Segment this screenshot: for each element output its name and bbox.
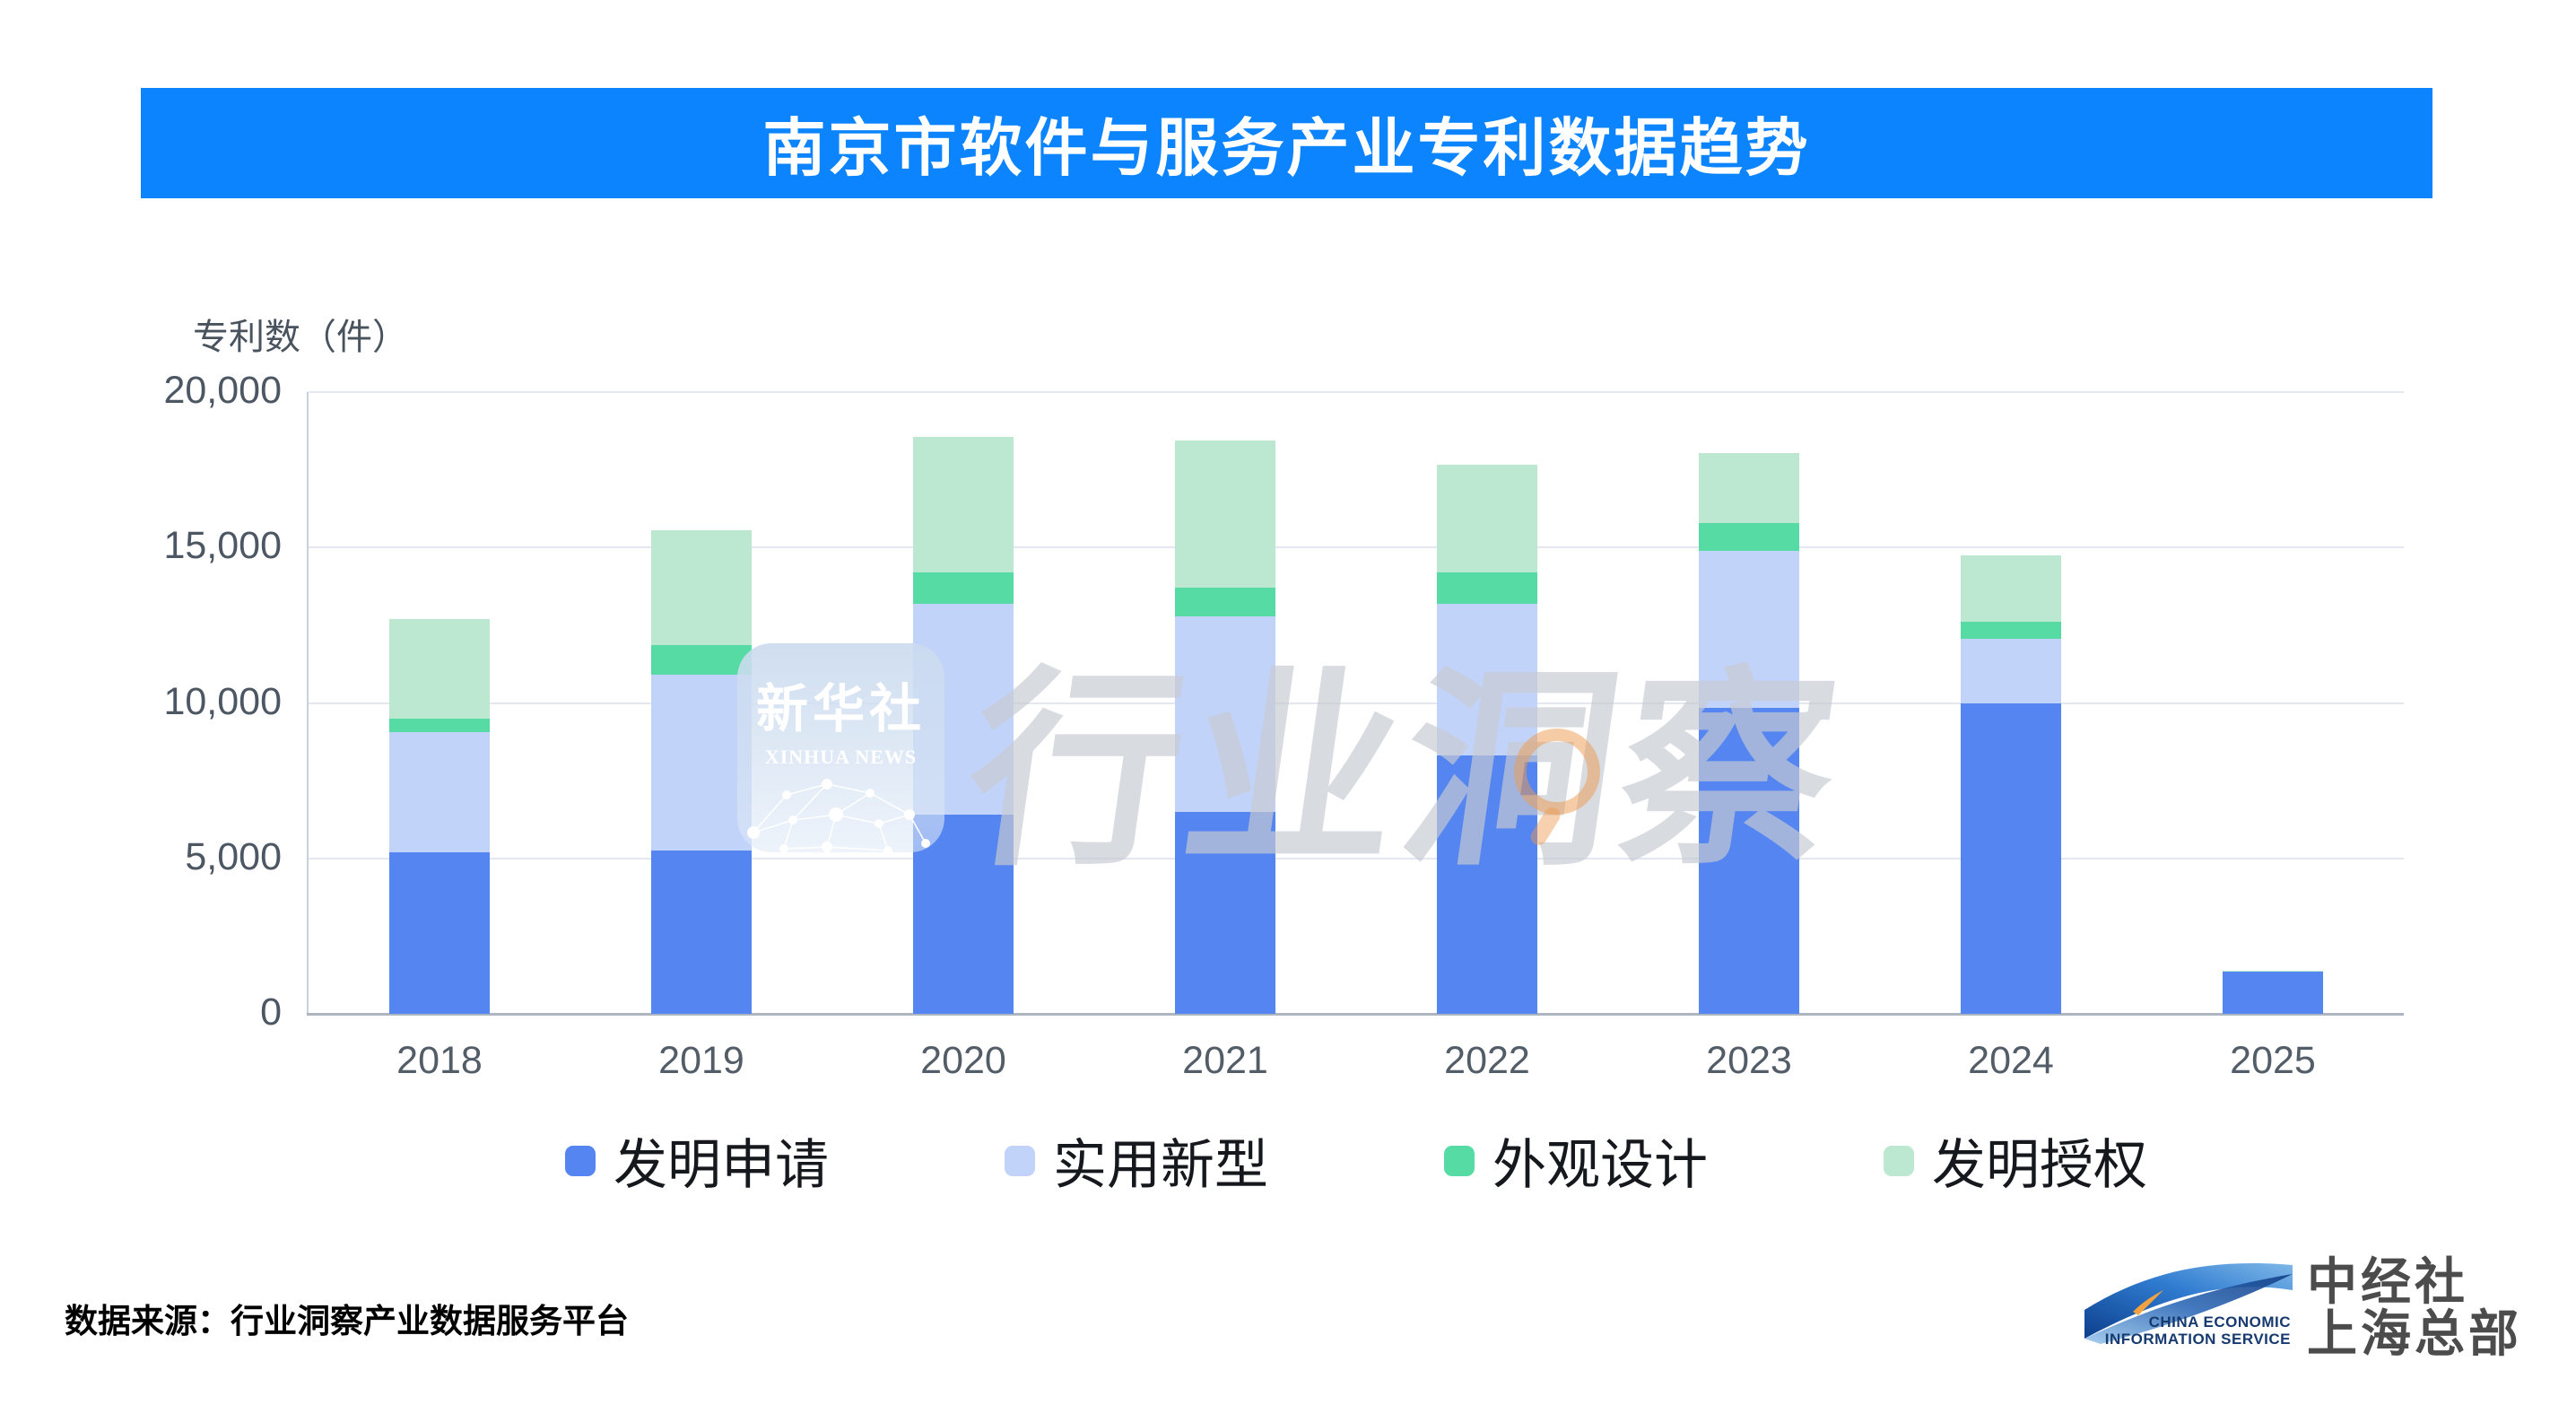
legend-label-实用新型: 实用新型 (1053, 1135, 1268, 1195)
bar-segment-发明申请-2021 (1175, 811, 1275, 1014)
x-axis-baseline (307, 1013, 2404, 1016)
gridline-10000 (309, 702, 2404, 704)
page-title: 南京市软件与服务产业专利数据趋势 (762, 113, 1811, 183)
xinhua-watermark-box: 新华社 XINHUA NEWS (737, 643, 944, 852)
bar-stack-2019 (651, 530, 752, 1014)
ceis-cn-line1: 中经社 (2307, 1253, 2468, 1310)
y-tick-label-10,000: 10,000 (163, 679, 282, 723)
bar-segment-外观设计-2022 (1437, 572, 1537, 604)
y-tick-label-20,000: 20,000 (163, 369, 282, 412)
bar-segment-外观设计-2018 (389, 718, 490, 733)
gridline-20000 (309, 391, 2404, 393)
ceis-cn-line2: 上海总部 (2307, 1305, 2522, 1362)
gridline-5000 (309, 857, 2404, 860)
bar-segment-外观设计-2023 (1699, 522, 1799, 551)
x-tick-label-2019: 2019 (658, 1039, 744, 1082)
bar-segment-发明授权-2018 (389, 618, 490, 719)
chart-plot-area (307, 391, 2404, 1016)
legend-swatch-实用新型 (1005, 1145, 1035, 1176)
legend-label-外观设计: 外观设计 (1493, 1135, 1708, 1195)
bar-segment-发明申请-2025 (2223, 972, 2323, 1014)
x-tick-label-2018: 2018 (396, 1039, 483, 1082)
bar-segment-实用新型-2021 (1175, 615, 1275, 812)
title-banner: 南京市软件与服务产业专利数据趋势 (141, 88, 2432, 198)
x-tick-label-2022: 2022 (1444, 1039, 1530, 1082)
ceis-logo: CHINA ECONOMIC INFORMATION SERVICE 中经社 上… (2083, 1256, 2522, 1360)
legend-label-发明申请: 发明申请 (614, 1135, 829, 1195)
xinhua-watermark-title: 新华社 (755, 680, 926, 738)
bar-segment-外观设计-2024 (1961, 622, 2061, 640)
bar-segment-发明申请-2018 (389, 851, 490, 1014)
ceis-swoosh-icon: CHINA ECONOMIC INFORMATION SERVICE (2083, 1256, 2294, 1348)
bar-segment-发明授权-2025 (2223, 970, 2323, 973)
x-tick-label-2021: 2021 (1182, 1039, 1268, 1082)
legend-item-发明授权: 发明授权 (1884, 1121, 2147, 1200)
ceis-en-line1: CHINA ECONOMIC (2148, 1313, 2291, 1331)
bar-stack-2022 (1437, 465, 1537, 1014)
legend-swatch-发明申请 (565, 1145, 596, 1176)
bar-segment-外观设计-2019 (651, 645, 752, 676)
x-tick-label-2025: 2025 (2230, 1039, 2316, 1082)
y-tick-label-0: 0 (260, 990, 282, 1034)
bar-segment-外观设计-2020 (913, 572, 1014, 604)
bar-segment-发明申请-2020 (913, 815, 1014, 1014)
magnifier-ring-watermark-icon (1514, 729, 1600, 815)
bar-segment-发明申请-2019 (651, 851, 752, 1014)
bar-segment-发明授权-2024 (1961, 554, 2061, 623)
legend-item-实用新型: 实用新型 (1005, 1121, 1268, 1200)
bar-segment-实用新型-2024 (1961, 639, 2061, 703)
bar-segment-实用新型-2023 (1699, 550, 1799, 708)
x-tick-label-2020: 2020 (920, 1039, 1006, 1082)
legend-item-外观设计: 外观设计 (1444, 1121, 1708, 1200)
bar-segment-实用新型-2022 (1437, 603, 1537, 756)
bar-segment-实用新型-2019 (651, 675, 752, 851)
industry-insight-watermark-text: 行业洞察 (953, 653, 1856, 890)
bar-stack-2018 (389, 618, 490, 1014)
y-tick-label-5,000: 5,000 (185, 834, 282, 878)
bar-segment-发明授权-2020 (913, 437, 1014, 572)
bar-segment-发明授权-2023 (1699, 452, 1799, 523)
chart-legend: 发明申请 实用新型 外观设计 发明授权 (309, 1121, 2404, 1200)
legend-swatch-外观设计 (1444, 1145, 1475, 1176)
data-source-text: 数据来源：行业洞察产业数据服务平台 (65, 1303, 629, 1340)
bar-segment-发明授权-2021 (1175, 440, 1275, 589)
network-constellation-icon (747, 779, 930, 852)
legend-swatch-发明授权 (1884, 1145, 1914, 1176)
bar-segment-发明申请-2023 (1699, 707, 1799, 1014)
bar-segment-发明申请-2022 (1437, 755, 1537, 1014)
y-tick-label-15,000: 15,000 (163, 524, 282, 568)
bar-stack-2021 (1175, 440, 1275, 1014)
x-tick-label-2024: 2024 (1968, 1039, 2054, 1082)
bar-stack-2025 (2223, 970, 2323, 1014)
bar-segment-发明授权-2019 (651, 530, 752, 646)
y-axis-title: 专利数（件） (193, 318, 408, 357)
bar-segment-发明授权-2022 (1437, 465, 1537, 572)
legend-label-发明授权: 发明授权 (1932, 1135, 2147, 1195)
x-tick-label-2023: 2023 (1706, 1039, 1792, 1082)
bar-segment-实用新型-2018 (389, 732, 490, 852)
xinhua-watermark-subtitle: XINHUA NEWS (764, 746, 918, 768)
bar-stack-2024 (1961, 554, 2061, 1014)
bar-segment-外观设计-2021 (1175, 588, 1275, 616)
bar-stack-2020 (913, 437, 1014, 1014)
bar-stack-2023 (1699, 452, 1799, 1014)
y-axis-line (307, 392, 309, 1014)
legend-item-发明申请: 发明申请 (565, 1121, 829, 1200)
gridline-15000 (309, 546, 2404, 549)
bar-segment-发明申请-2024 (1961, 702, 2061, 1014)
ceis-en-line2: INFORMATION SERVICE (2104, 1331, 2291, 1348)
